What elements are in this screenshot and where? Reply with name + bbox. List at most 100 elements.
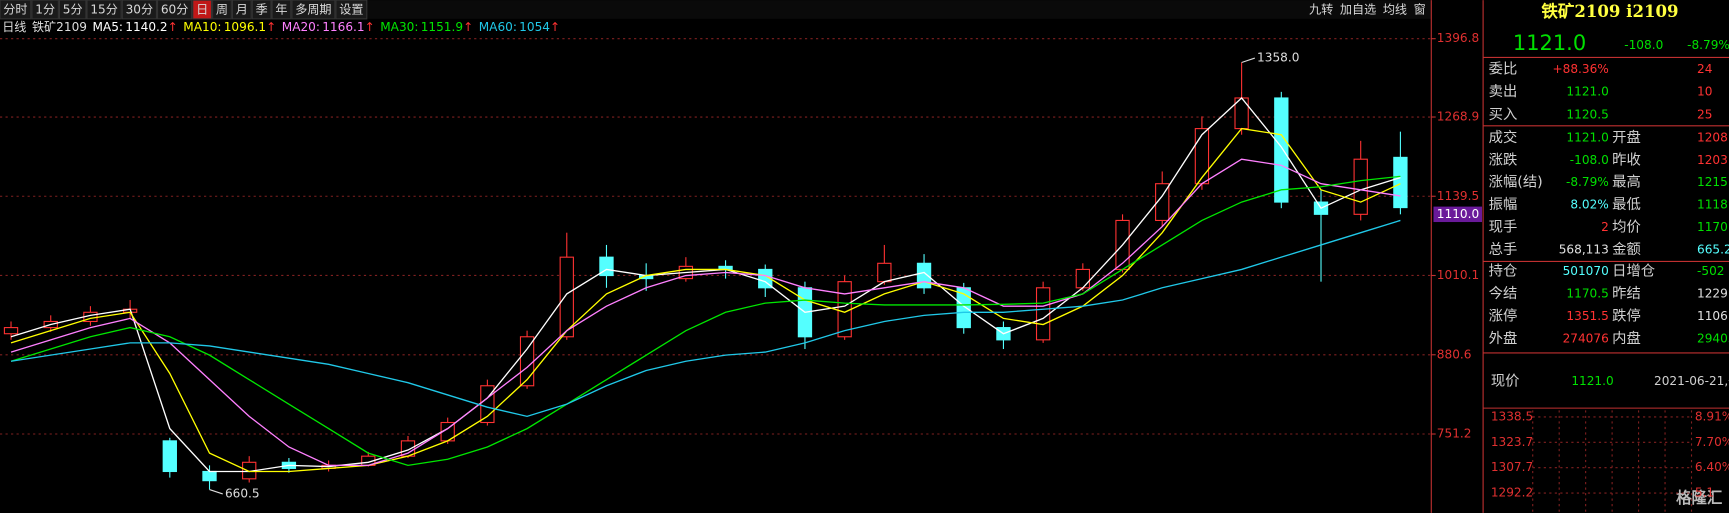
row-label: 开盘 xyxy=(1612,128,1641,146)
now-time: 2021-06-21,一 xyxy=(1654,374,1729,388)
legend-name: MA20: xyxy=(282,20,320,34)
tab-bg[interactable] xyxy=(86,0,122,20)
tab[interactable]: 设置 xyxy=(339,3,363,17)
tab-bg[interactable] xyxy=(121,0,157,20)
row-value: 10 xyxy=(1697,85,1712,99)
y-tick-label: 1010.1 xyxy=(1437,268,1479,282)
candle-body xyxy=(202,470,217,482)
row-label: 最高 xyxy=(1612,174,1641,191)
tab[interactable]: 日 xyxy=(196,3,208,17)
row-label: 卖出 xyxy=(1489,83,1518,100)
row-label: 涨停 xyxy=(1489,308,1518,325)
tab-bg[interactable] xyxy=(156,0,193,20)
candle-body xyxy=(162,440,177,473)
row-value: 25 xyxy=(1697,107,1712,121)
current-price-label: 1110.0 xyxy=(1437,207,1479,221)
tab[interactable]: 60分 xyxy=(161,3,189,17)
row-value: 1170. xyxy=(1697,220,1729,234)
ma-line xyxy=(10,158,1401,467)
legend-name: MA10: xyxy=(183,20,221,34)
y-tick-label: 880.6 xyxy=(1437,347,1472,361)
legend-arrow: ↑ xyxy=(266,20,276,34)
annotation: 1358.0 xyxy=(1257,51,1299,65)
mini-right-label: 8.91% xyxy=(1695,409,1729,423)
now-price: 1121.0 xyxy=(1571,374,1613,388)
quote-title: 铁矿2109 i2109 xyxy=(1541,1,1678,21)
row-label: 均价 xyxy=(1612,218,1641,235)
annotation-line xyxy=(209,489,223,495)
tab-bg[interactable] xyxy=(31,0,59,20)
legend-value: 1140.2 xyxy=(125,20,167,34)
row-label: 昨收 xyxy=(1612,151,1641,168)
candle-body xyxy=(758,268,773,289)
tab[interactable]: 1分 xyxy=(35,3,55,17)
row-label: 昨结 xyxy=(1612,285,1641,302)
candle-body xyxy=(1393,156,1408,209)
row-label: 跌停 xyxy=(1612,308,1641,325)
annotation: 660.5 xyxy=(225,486,260,500)
row-value: 29403 xyxy=(1697,332,1729,346)
legend-arrow: ↑ xyxy=(365,20,375,34)
mini-right-label: 6.40% xyxy=(1695,460,1729,474)
tab[interactable]: 月 xyxy=(236,3,248,17)
legend-name: MA30: xyxy=(380,20,418,34)
row-value: -108.0 xyxy=(1570,153,1609,167)
row-value: 1215. xyxy=(1697,175,1729,189)
legend-name: MA60: xyxy=(479,20,517,34)
tab-bg[interactable] xyxy=(271,0,292,20)
tool-button[interactable]: 窗 xyxy=(1414,3,1426,17)
row-label: 振幅 xyxy=(1489,196,1518,213)
candle-body xyxy=(1194,128,1210,185)
row-label: 涨跌 xyxy=(1489,151,1518,168)
tab-bg[interactable] xyxy=(192,0,213,20)
mini-left-label: 1292.2 xyxy=(1491,486,1533,500)
tab[interactable]: 多周期 xyxy=(295,3,331,17)
row-value: -8.79% xyxy=(1566,175,1609,189)
tab-bg[interactable] xyxy=(212,0,232,20)
row-value: 1208. xyxy=(1697,130,1729,144)
tab-bg[interactable] xyxy=(0,0,32,20)
legend-value: 1054 xyxy=(519,20,550,34)
row-label: 外盘 xyxy=(1489,329,1518,347)
y-tick-label: 751.2 xyxy=(1437,427,1472,441)
quote-pct: -8.79% xyxy=(1687,38,1729,52)
row-value: 1351.5 xyxy=(1566,309,1608,323)
now-label: 现价 xyxy=(1491,374,1520,390)
tool-button[interactable]: 九转 xyxy=(1309,2,1333,17)
tab[interactable]: 5分 xyxy=(63,3,83,17)
row-value: 1118. xyxy=(1697,198,1729,212)
candle-body xyxy=(1353,158,1368,215)
row-value: +88.36% xyxy=(1552,62,1608,76)
row-value: 2 xyxy=(1601,220,1609,234)
tab[interactable]: 分时 xyxy=(3,3,27,17)
row-label: 成交 xyxy=(1489,128,1518,146)
tab-bg[interactable] xyxy=(231,0,252,20)
row-label: 涨幅(结) xyxy=(1489,174,1543,191)
candle-body xyxy=(3,327,19,335)
legend-arrow: ↑ xyxy=(168,20,178,34)
tab[interactable]: 季 xyxy=(256,3,268,17)
mini-left-label: 1307.7 xyxy=(1491,460,1533,474)
quote-change: -108.0 xyxy=(1624,38,1663,52)
tab[interactable]: 30分 xyxy=(126,3,154,17)
row-value: 1121.0 xyxy=(1566,130,1608,144)
tab-bg[interactable] xyxy=(251,0,272,20)
row-value: 1106. xyxy=(1697,309,1729,323)
tab[interactable]: 年 xyxy=(275,3,287,17)
tab[interactable]: 15分 xyxy=(90,3,118,17)
legend-prefix: 日线 xyxy=(2,20,26,34)
annotation-line xyxy=(1241,57,1256,63)
row-value: 568,113 xyxy=(1559,242,1609,256)
tab-bg[interactable] xyxy=(335,0,368,20)
candle-body xyxy=(1075,268,1090,289)
row-label: 买入 xyxy=(1489,106,1518,123)
tab-bg[interactable] xyxy=(291,0,336,20)
tool-button[interactable]: 加自选 xyxy=(1340,3,1376,17)
row-value: 665.2亿 xyxy=(1697,241,1729,256)
row-label: 总手 xyxy=(1489,241,1518,258)
candle-body xyxy=(877,262,892,283)
tab-bg[interactable] xyxy=(58,0,87,20)
tab[interactable]: 周 xyxy=(216,3,228,17)
tool-button[interactable]: 均线 xyxy=(1383,3,1407,17)
